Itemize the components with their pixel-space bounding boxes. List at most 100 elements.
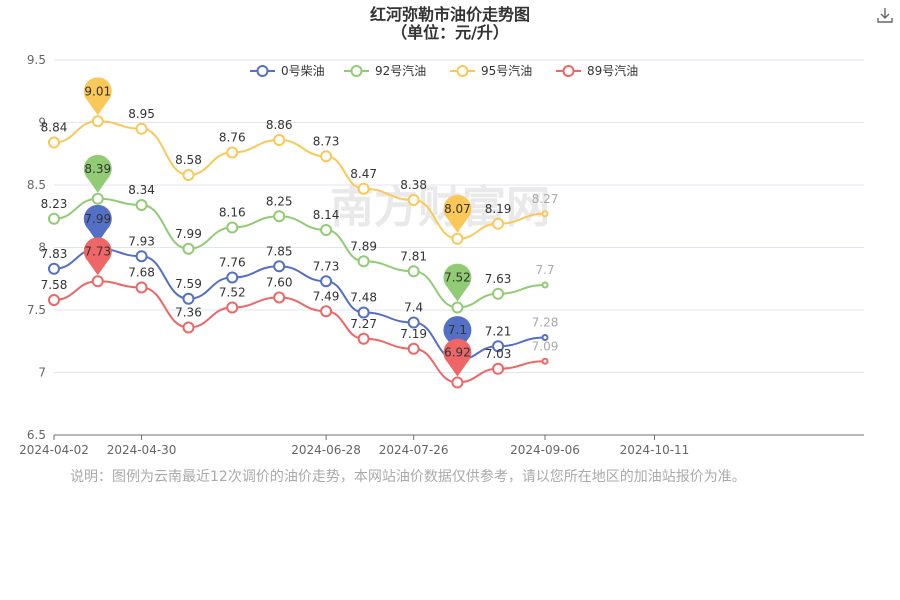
max-pin-shape xyxy=(83,204,112,243)
data-label: 7.63 xyxy=(485,272,512,286)
data-label: 7.19 xyxy=(400,327,427,341)
data-point[interactable] xyxy=(182,321,195,334)
x-tick-label: 2024-10-11 xyxy=(620,443,690,457)
data-point[interactable] xyxy=(182,242,195,255)
data-label: 8.95 xyxy=(128,107,155,121)
data-label: 7.4 xyxy=(404,301,423,315)
series-layer: 7.837.937.597.767.857.737.487.47.217.287… xyxy=(41,77,558,389)
data-point[interactable] xyxy=(226,271,239,284)
data-point[interactable] xyxy=(135,281,148,294)
y-tick-label: 8 xyxy=(38,241,46,255)
data-point[interactable] xyxy=(320,224,333,236)
data-point[interactable] xyxy=(407,194,420,206)
data-point[interactable] xyxy=(273,291,286,304)
data-label: 8.14 xyxy=(313,208,340,222)
legend-item-95号汽油[interactable]: 95号汽油 xyxy=(450,63,532,78)
data-point[interactable] xyxy=(541,357,549,365)
data-label: 7.60 xyxy=(266,276,293,290)
data-point[interactable] xyxy=(273,260,286,273)
max-pin[interactable]: 9.01 xyxy=(83,77,112,116)
min-pin[interactable]: 7.1 xyxy=(443,316,472,354)
data-label: 7.85 xyxy=(266,244,293,258)
data-point[interactable] xyxy=(226,301,239,314)
data-label: 7.59 xyxy=(175,277,202,291)
data-label: 8.25 xyxy=(266,194,293,208)
data-point[interactable] xyxy=(226,146,239,159)
x-tick-label: 2024-04-02 xyxy=(19,443,89,457)
data-point[interactable] xyxy=(451,376,464,389)
data-point[interactable] xyxy=(357,306,370,319)
min-pin[interactable]: 8.07 xyxy=(443,194,472,233)
min-pin-shape xyxy=(443,316,472,354)
max-pin-shape xyxy=(83,77,112,116)
data-label: 7.81 xyxy=(400,249,427,263)
data-label: 8.34 xyxy=(128,183,155,197)
legend[interactable]: 0号柴油 92号汽油 95号汽油 89号汽油 xyxy=(250,63,638,78)
max-pin[interactable]: 7.73 xyxy=(83,237,112,276)
y-tick-label: 9.5 xyxy=(27,53,46,67)
download-icon[interactable] xyxy=(876,6,894,24)
data-point[interactable] xyxy=(320,275,333,288)
data-point[interactable] xyxy=(273,210,286,223)
max-pin-shape xyxy=(83,237,112,276)
min-pin[interactable]: 7.52 xyxy=(443,263,472,302)
data-point[interactable] xyxy=(91,275,104,288)
data-label: 8.76 xyxy=(219,131,246,145)
data-label: 7.7 xyxy=(535,263,554,277)
data-point[interactable] xyxy=(541,334,549,341)
data-point[interactable] xyxy=(407,342,420,355)
data-point[interactable] xyxy=(273,134,286,146)
data-point[interactable] xyxy=(135,250,148,263)
data-label: 7.03 xyxy=(485,347,512,361)
min-pin[interactable]: 6.92 xyxy=(443,338,472,377)
y-tick-label: 6.5 xyxy=(27,428,46,442)
data-label: 8.23 xyxy=(41,197,68,211)
series-89号汽油: 7.58 7.68 7.36 7.52 7.60 7.49 7.27 7.19 7.03 7.09… xyxy=(41,237,558,389)
max-pin-label: 9.01 xyxy=(84,84,111,98)
data-point[interactable] xyxy=(541,210,549,218)
data-point[interactable] xyxy=(182,169,195,181)
data-point[interactable] xyxy=(320,150,333,163)
data-point[interactable] xyxy=(135,199,148,211)
data-label: 8.47 xyxy=(350,167,377,181)
legend-marker xyxy=(562,65,575,77)
data-point[interactable] xyxy=(407,316,420,329)
max-pin[interactable]: 7.99 xyxy=(83,204,112,243)
max-pin[interactable]: 8.39 xyxy=(83,154,112,193)
data-label: 8.38 xyxy=(400,178,427,192)
data-point[interactable] xyxy=(182,292,195,305)
legend-marker xyxy=(256,65,269,77)
data-point[interactable] xyxy=(135,122,148,135)
data-point[interactable] xyxy=(48,294,60,306)
data-point[interactable] xyxy=(492,362,505,375)
legend-label: 92号汽油 xyxy=(375,63,426,78)
data-label: 7.36 xyxy=(175,306,202,320)
data-point[interactable] xyxy=(357,255,370,268)
legend-item-89号汽油[interactable]: 89号汽油 xyxy=(556,63,638,78)
data-label: 7.93 xyxy=(128,234,155,248)
data-point[interactable] xyxy=(492,217,505,230)
data-point[interactable] xyxy=(492,287,505,300)
data-point[interactable] xyxy=(451,301,464,314)
data-point[interactable] xyxy=(320,305,333,318)
data-point[interactable] xyxy=(357,332,370,345)
data-label: 7.27 xyxy=(350,317,377,331)
data-point[interactable] xyxy=(407,265,420,278)
data-point[interactable] xyxy=(91,115,104,128)
data-point[interactable] xyxy=(357,182,370,195)
data-point[interactable] xyxy=(91,192,104,205)
data-point[interactable] xyxy=(48,136,60,149)
legend-item-0号柴油[interactable]: 0号柴油 xyxy=(250,64,325,78)
data-label: 7.49 xyxy=(313,289,340,303)
min-pin-label: 7.1 xyxy=(448,323,467,337)
min-pin-shape xyxy=(443,263,472,302)
y-tick-label: 9 xyxy=(38,116,46,130)
data-point[interactable] xyxy=(492,340,505,353)
data-point[interactable] xyxy=(451,232,464,245)
data-point[interactable] xyxy=(226,221,239,234)
chart-title: 红河弥勒市油价走势图 xyxy=(370,5,530,24)
legend-item-92号汽油[interactable]: 92号汽油 xyxy=(344,63,426,78)
data-point[interactable] xyxy=(541,281,549,289)
data-point[interactable] xyxy=(48,262,60,275)
data-point[interactable] xyxy=(48,212,60,225)
